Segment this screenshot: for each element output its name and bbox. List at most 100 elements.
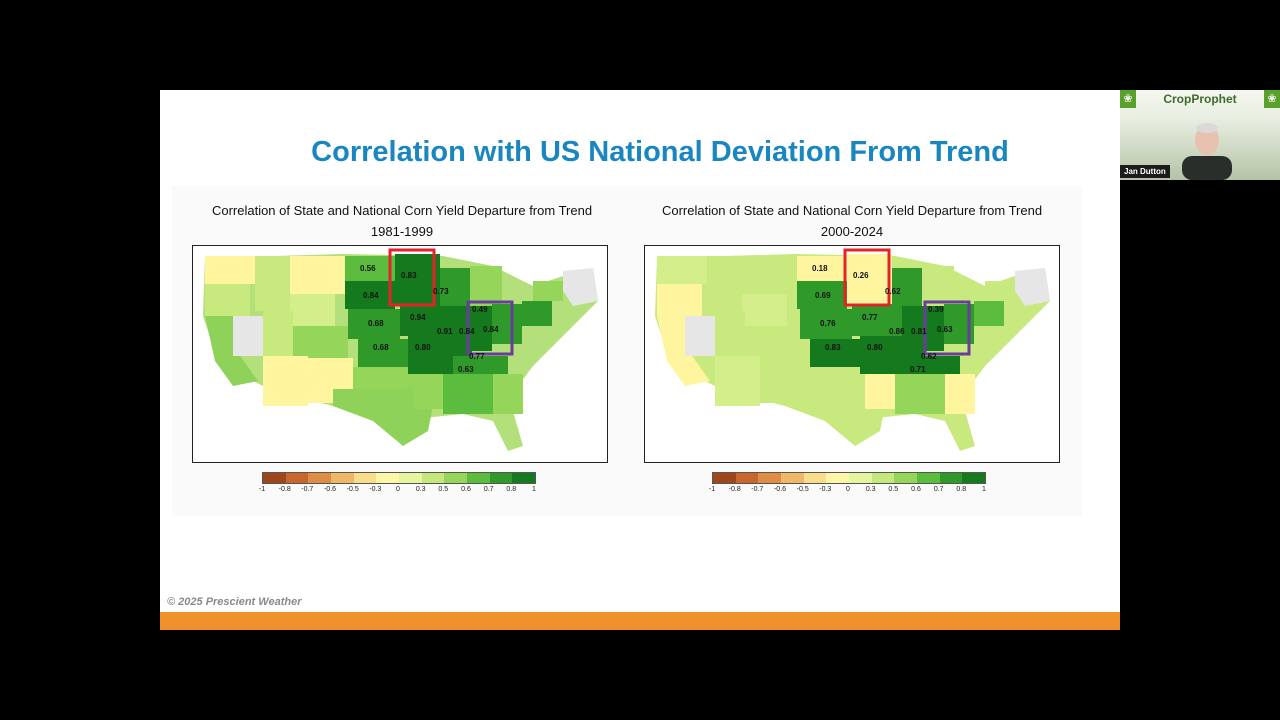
slide-copyright: © 2025 Prescient Weather [167, 596, 302, 608]
state-ar [865, 374, 895, 409]
slide-footer-bar [160, 612, 1120, 630]
state-nv [685, 316, 715, 356]
state-new-england [563, 268, 598, 306]
value-label: 0.80 [415, 343, 431, 352]
value-label: 0.56 [360, 264, 376, 273]
value-label: 0.26 [853, 271, 869, 280]
legend-tick: 0.7 [483, 486, 494, 493]
state-mn [847, 254, 892, 304]
state-ms-al [895, 374, 945, 414]
legend-tick: -0.7 [301, 486, 314, 493]
legend-tick: -0.8 [728, 486, 741, 493]
state-co [745, 326, 800, 358]
legend-swatch [758, 473, 782, 483]
legend-swatch [939, 473, 963, 483]
state-ut [715, 311, 745, 356]
legend-color-bar [712, 472, 986, 484]
value-label: 0.77 [862, 313, 878, 322]
leaf-icon: ❀ [1264, 90, 1280, 108]
highlight-box-red [843, 248, 891, 307]
us-map-svg: 0.18 0.26 0.69 0.62 0.39 0.77 0.76 0.86 … [655, 248, 1050, 451]
state-in [472, 306, 492, 351]
us-correlation-map-2000-2024: 0.18 0.26 0.69 0.62 0.39 0.77 0.76 0.86 … [644, 245, 1060, 463]
state-ne [348, 309, 400, 339]
value-label: 0.91 [437, 327, 453, 336]
legend-swatch [713, 473, 736, 483]
state-nv [233, 316, 263, 356]
legend-swatch [353, 473, 377, 483]
state-ny [985, 281, 1015, 301]
value-label: 0.83 [401, 271, 417, 280]
legend-swatch [331, 473, 354, 483]
value-label: 0.68 [368, 319, 384, 328]
value-label: 0.76 [820, 319, 836, 328]
legend-tick: -0.8 [278, 486, 291, 493]
us-map-svg: 0.56 0.83 0.84 0.73 0.49 0.94 0.68 0.91 … [203, 248, 598, 451]
value-label: 0.18 [812, 264, 828, 273]
state-wy [290, 294, 335, 326]
value-label: 0.62 [885, 287, 901, 296]
map-title: Correlation of State and National Corn Y… [622, 200, 1082, 242]
legend-swatch [894, 473, 918, 483]
legend-tick: -0.6 [773, 486, 787, 493]
state-or [205, 284, 250, 316]
state-mo [860, 336, 905, 374]
state-wi [440, 268, 470, 306]
state-pa [974, 301, 1004, 326]
state-ia [852, 304, 902, 336]
legend-tick: 0.8 [956, 486, 967, 493]
legend-swatch [421, 473, 445, 483]
color-legend: -1 -0.8 -0.7 -0.6 -0.5 -0.3 0 0.3 0.5 0.… [708, 472, 992, 502]
state-wa [657, 256, 707, 284]
legend-swatch [444, 473, 468, 483]
state-ia [400, 304, 450, 336]
state-new-england [1015, 268, 1050, 306]
state-sd [797, 281, 847, 309]
legend-swatch [376, 473, 400, 483]
map-title: Correlation of State and National Corn Y… [172, 200, 632, 242]
legend-swatch [285, 473, 309, 483]
state-or [657, 284, 702, 316]
value-label: 0.86 [889, 327, 905, 336]
participant-video-tile[interactable]: ❀ ❀ CropProphet Jan Dutton [1120, 90, 1280, 180]
value-label: 0.71 [910, 365, 926, 374]
state-nd [345, 256, 395, 281]
legend-swatch [917, 473, 940, 483]
value-label: 0.49 [472, 305, 488, 314]
state-tx [785, 389, 885, 446]
legend-tick: 0 [846, 486, 850, 493]
state-mt [742, 256, 797, 294]
value-label: 0.68 [373, 343, 389, 352]
state-tx [333, 389, 433, 446]
legend-tick-labels: -1 -0.8 -0.7 -0.6 -0.5 -0.3 0 0.3 0.5 0.… [258, 486, 542, 498]
value-label: 0.84 [363, 291, 379, 300]
legend-tick: 1 [532, 486, 536, 493]
legend-tick: -1 [708, 486, 716, 493]
legend-tick: -0.5 [796, 486, 809, 493]
map-period: 2000-2024 [820, 224, 884, 239]
state-ky-tn [905, 356, 960, 374]
legend-swatch [803, 473, 827, 483]
state-ga [493, 374, 523, 414]
state-ok [353, 367, 413, 389]
legend-swatch [489, 473, 513, 483]
legend-tick: -0.7 [751, 486, 764, 493]
value-label: 0.84 [483, 325, 499, 334]
legend-swatch [512, 473, 536, 483]
legend-tick: 0.6 [911, 486, 921, 493]
state-ny [533, 281, 563, 301]
value-label: 0.73 [433, 287, 449, 296]
state-ok [805, 367, 865, 389]
legend-swatch [871, 473, 895, 483]
value-label: 0.39 [928, 305, 944, 314]
legend-tick: -1 [258, 486, 266, 493]
legend-tick: 0.5 [888, 486, 899, 493]
map-title-text: Correlation of State and National Corn Y… [211, 203, 593, 218]
state-ca [657, 316, 710, 386]
participant-avatar [1182, 123, 1232, 180]
state-wy [742, 294, 787, 326]
highlight-box-red [388, 248, 436, 307]
highlight-box-purple [923, 300, 971, 356]
value-label: 0.83 [825, 343, 841, 352]
value-label: 0.63 [937, 325, 953, 334]
